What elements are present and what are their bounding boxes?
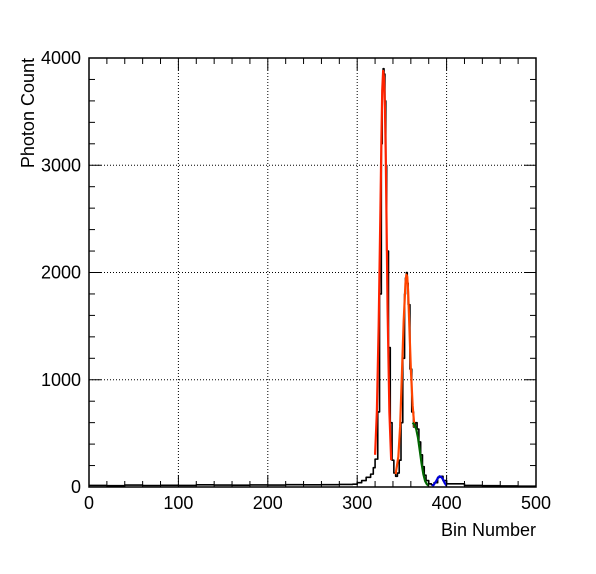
grid <box>89 58 536 487</box>
plot-frame <box>88 57 537 488</box>
x-tick-label: 500 <box>521 493 551 513</box>
x-axis-title: Bin Number <box>441 520 536 540</box>
series-line-0 <box>89 67 536 487</box>
y-tick-label: 3000 <box>41 155 81 175</box>
x-tick-label: 400 <box>432 493 462 513</box>
series-line-2 <box>394 273 416 475</box>
y-tick-label: 0 <box>71 477 81 497</box>
y-tick-label: 1000 <box>41 370 81 390</box>
series-line-3 <box>411 421 430 487</box>
y-tick-label: 2000 <box>41 263 81 283</box>
y-axis-title: Photon Count <box>18 58 38 168</box>
x-tick-label: 300 <box>342 493 372 513</box>
y-tick-label: 4000 <box>41 48 81 68</box>
series-line-4 <box>431 475 448 487</box>
x-tick-label: 200 <box>253 493 283 513</box>
series-line-1 <box>373 69 393 461</box>
tick-marks <box>88 57 537 488</box>
x-tick-labels: 0 100 200 300 400 500 <box>84 493 551 513</box>
x-tick-label: 0 <box>84 493 94 513</box>
series-layer <box>89 67 536 487</box>
x-tick-label: 100 <box>163 493 193 513</box>
y-tick-labels: 0 1000 2000 3000 4000 <box>41 48 81 497</box>
